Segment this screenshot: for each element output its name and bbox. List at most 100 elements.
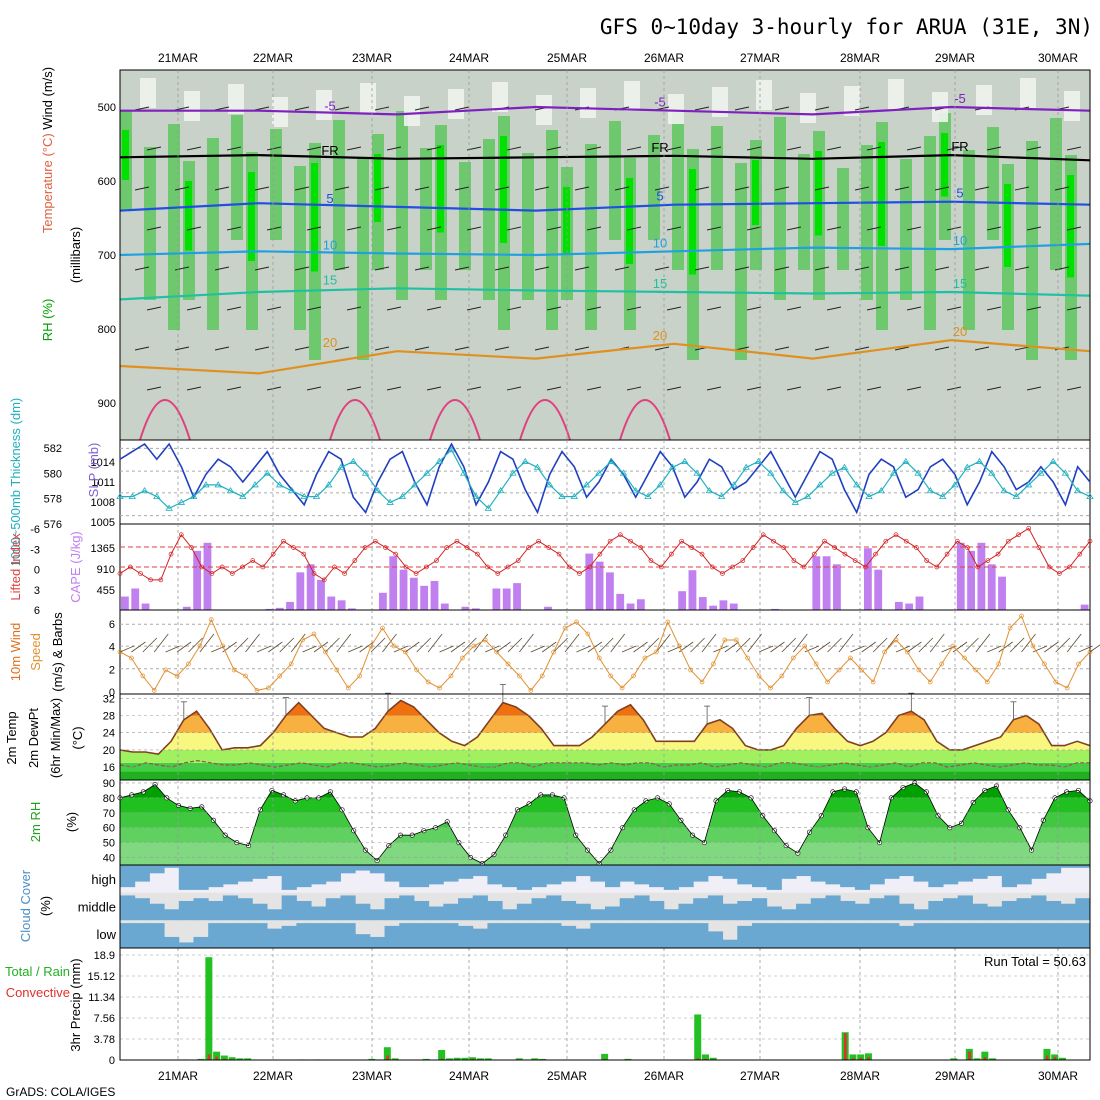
y-tick-label: 910 [97,564,115,576]
li-point [178,532,184,538]
slp-line [119,442,1091,515]
rh-panel: 90 80 70 60 50 40 2m RH (%) [28,778,1093,867]
rh-band [861,145,873,300]
wind-barb [614,186,630,191]
cloud-bar [399,865,415,888]
wind-barb [690,637,705,653]
cloud-bar [605,923,621,948]
y-tick-label: 3.78 [94,1034,115,1046]
cloud-bar [1075,898,1091,921]
cloud-bar [340,895,356,921]
precip-bar [244,1058,252,1060]
cape-bar [275,607,284,610]
precip-bar [981,1051,989,1060]
li-point [240,564,245,570]
wind-barb [386,146,402,151]
wind-barb [866,146,882,151]
li-point [934,564,940,570]
thickness-point [607,457,615,464]
rh-band-dry [360,83,376,113]
precip-bar [694,1014,702,1060]
wind-point [905,649,910,655]
cape-bar [306,564,315,610]
wind-barb [245,633,260,653]
wind-barb [426,306,442,311]
wind-barb [214,346,230,351]
cape-bar [987,564,996,610]
wind-barb [346,306,362,311]
precip-bar [453,1057,461,1060]
rh-band [168,124,180,330]
wind-point [129,655,134,661]
cloud-bar [266,909,283,921]
wind-point [402,649,408,655]
cloud-bar [840,900,856,921]
thickness-point [656,481,664,488]
precip-bar [197,1058,205,1060]
wind-barb [986,146,1002,151]
rh-band [120,827,1090,843]
wind-barb [987,645,1002,653]
wind-barb [176,641,192,653]
wind-barb [574,186,590,191]
wind-barb [694,106,710,111]
cape-bar [131,588,140,610]
wind-barb [934,266,950,271]
wind-point [277,673,283,679]
cape-bar [874,569,883,610]
rh-band [294,166,306,330]
li-point [740,558,746,563]
isotherm-label: 15 [653,276,667,291]
wind-point [596,655,602,661]
wind-barb [134,186,150,191]
cape-bar [894,601,903,610]
wind-point [882,649,887,655]
li-point [352,558,358,563]
wind-point [345,685,351,691]
axis-label: 3hr Precip (mm) [68,958,83,1051]
thickness-point [349,457,357,464]
wind-barb [473,633,489,653]
cloud-bar [384,865,400,882]
axis-label: 10m Wind [8,623,23,682]
cloud-bar [266,928,283,948]
rh-band-dry [1064,91,1080,121]
thickness-point [325,481,333,488]
wind-point [539,673,545,679]
rh-band-moist [311,163,318,272]
cloud-bar [634,923,650,948]
cloud-bar [149,865,165,874]
wind-barb [346,226,362,231]
axis-label: 2m RH [28,802,43,842]
date-label-top: 29MAR [935,51,975,65]
cloud-bar [325,898,341,921]
thickness-point [767,469,775,476]
cloud-bar [943,898,959,921]
cloud-bar [913,909,929,921]
wind-barb [964,637,979,653]
cape-bar [915,596,924,610]
cloud-bar [164,936,180,948]
wind-barb [254,106,270,111]
wind-point [1007,625,1013,631]
rh-band-dry [800,93,816,123]
li-point [342,571,347,576]
date-label-bottom: 25MAR [547,1069,587,1083]
wind-point [460,655,465,661]
cloud-panel: high middle low Cloud Cover (%) [18,864,1091,949]
wind-barb [734,186,750,191]
li-point [413,571,419,576]
precip-bar [857,1054,865,1060]
wind-point [517,673,522,679]
cloud-bar [649,865,665,888]
cape-bar [863,548,872,610]
wind-barb [626,386,642,391]
y-tick-label: 0 [34,565,40,577]
cloud-bar [208,923,224,948]
y-tick-label: -6 [30,524,40,536]
cloud-bar [693,898,709,921]
wind-barb [786,226,802,231]
cloud-bar [737,925,753,948]
precip-bar [368,1058,376,1060]
cloud-bar [266,865,283,877]
